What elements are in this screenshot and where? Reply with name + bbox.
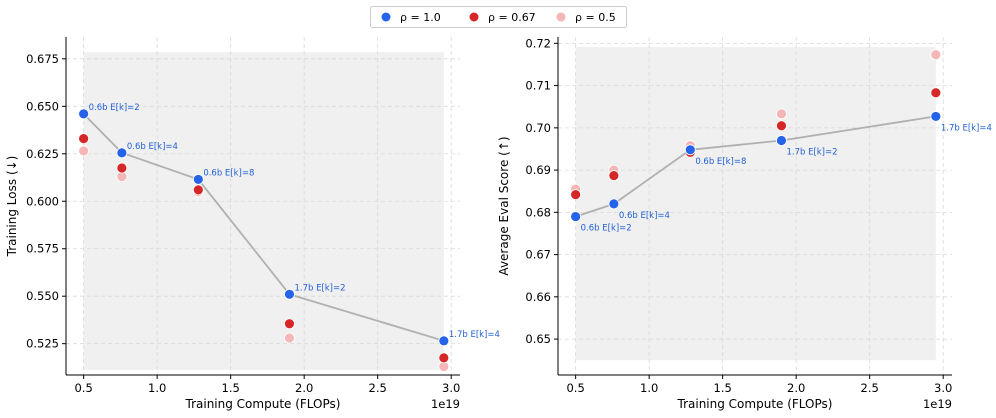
data-point xyxy=(930,87,942,99)
y-tick-label: 0.550 xyxy=(26,289,59,303)
data-point xyxy=(116,162,128,174)
x-tick-label: 1.0 xyxy=(640,381,658,395)
x-tick-label: 2.0 xyxy=(787,381,805,395)
point-label: 0.6b E[k]=8 xyxy=(203,168,254,178)
data-point xyxy=(930,111,942,122)
x-tick-label: 1.0 xyxy=(148,381,166,395)
data-point xyxy=(608,198,620,210)
y-tick-label: 0.70 xyxy=(525,121,551,135)
x-tick-label: 2.5 xyxy=(369,381,387,395)
x-tick-label: 1.5 xyxy=(222,381,240,395)
y-tick-label: 0.71 xyxy=(525,79,551,93)
point-label: 0.6b E[k]=2 xyxy=(581,224,632,234)
x-axis-title: Training Compute (FLOPs) xyxy=(677,397,833,411)
x-tick-label: 1.5 xyxy=(714,381,732,395)
y-tick-label: 0.69 xyxy=(525,163,551,177)
x-tick-label: 2.5 xyxy=(861,381,879,395)
data-point xyxy=(684,144,696,156)
y-tick-label: 0.625 xyxy=(26,147,59,161)
data-point xyxy=(776,108,787,120)
y-tick-label: 0.65 xyxy=(525,332,551,346)
y-tick-label: 0.600 xyxy=(26,194,59,208)
eval-score-chart: 0.5 1.0 1.5 2.0 2.5 3.0 0.65 0.66 0.67 0.68 0.69 0.… xyxy=(497,36,992,411)
x-offset-label: 1e19 xyxy=(431,397,460,411)
data-point xyxy=(78,145,90,157)
y-tick-label: 0.66 xyxy=(525,290,551,304)
data-point xyxy=(192,184,204,196)
y-tick-label: 0.575 xyxy=(26,242,59,256)
data-point xyxy=(78,133,90,144)
y-tick-label: 0.675 xyxy=(26,52,59,66)
point-label: 0.6b E[k]=4 xyxy=(619,211,670,221)
legend-label: ρ = 0.67 xyxy=(488,11,536,24)
x-tick-label: 3.0 xyxy=(442,381,460,395)
legend-marker xyxy=(469,12,479,22)
x-tick-label: 0.5 xyxy=(566,381,584,395)
data-point xyxy=(284,332,295,344)
point-label: 0.6b E[k]=2 xyxy=(89,103,140,113)
x-tick-label: 2.0 xyxy=(295,381,313,395)
data-point xyxy=(284,288,295,300)
data-point xyxy=(776,120,787,132)
legend-marker xyxy=(556,12,566,22)
data-point xyxy=(438,335,450,347)
shaded-region xyxy=(575,47,936,361)
point-label: 0.6b E[k]=8 xyxy=(695,157,746,167)
data-point xyxy=(284,318,295,330)
point-label: 1.7b E[k]=4 xyxy=(449,330,500,340)
data-point xyxy=(192,174,204,185)
data-point xyxy=(438,352,450,364)
training-loss-chart: 0.5 1.0 1.5 2.0 2.5 3.0 0.525 0.550 0.575 0.600 0.… xyxy=(5,37,500,411)
legend-marker xyxy=(381,12,391,22)
y-tick-label: 0.68 xyxy=(525,205,551,219)
legend-frame xyxy=(370,6,627,28)
point-label: 1.7b E[k]=2 xyxy=(786,148,837,158)
legend-label: ρ = 1.0 xyxy=(400,11,441,24)
data-point xyxy=(570,189,582,200)
x-tick-label: 0.5 xyxy=(74,381,92,395)
data-point xyxy=(116,147,128,159)
x-offset-label: 1e19 xyxy=(923,397,952,411)
data-point xyxy=(608,170,620,181)
data-point xyxy=(776,135,787,146)
point-label: 1.7b E[k]=2 xyxy=(294,283,345,293)
data-point xyxy=(930,49,942,61)
legend: ρ = 1.0 ρ = 0.67 ρ = 0.5 xyxy=(370,6,627,28)
y-tick-label: 0.67 xyxy=(525,248,551,262)
x-tick-label: 3.0 xyxy=(934,381,952,395)
y-axis-title: Average Eval Score (↑) xyxy=(497,136,511,275)
x-axis-title: Training Compute (FLOPs) xyxy=(185,397,341,411)
shaded-region xyxy=(83,52,444,370)
data-point xyxy=(78,108,90,120)
data-point xyxy=(570,211,582,222)
y-axis-title: Training Loss (↓) xyxy=(5,156,19,258)
point-label: 1.7b E[k]=4 xyxy=(941,123,992,133)
y-tick-label: 0.72 xyxy=(525,36,551,50)
y-tick-label: 0.650 xyxy=(26,99,59,113)
legend-label: ρ = 0.5 xyxy=(575,11,616,24)
point-label: 0.6b E[k]=4 xyxy=(127,142,178,152)
y-tick-label: 0.525 xyxy=(26,337,59,351)
